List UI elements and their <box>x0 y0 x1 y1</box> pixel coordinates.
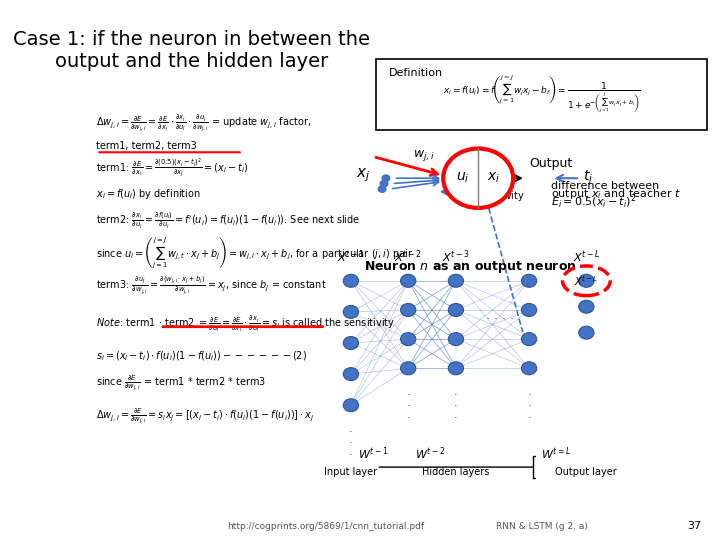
Text: RNN & LSTM (g 2. a): RNN & LSTM (g 2. a) <box>496 522 588 531</box>
Text: $s_i = (x_i - t_i) \cdot f(u_i)(1 - f(u_i))------(2)$: $s_i = (x_i - t_i) \cdot f(u_i)(1 - f(u_… <box>96 349 307 363</box>
Text: $E_i = 0.5(x_i - t_i)^2$: $E_i = 0.5(x_i - t_i)^2$ <box>552 193 636 212</box>
Text: $\Delta w_{j,i} = \frac{\partial E}{\partial w_{j,i}} = s_i x_j = [(x_i - t_i) \: $\Delta w_{j,i} = \frac{\partial E}{\par… <box>96 406 315 426</box>
Text: $x_i$: $x_i$ <box>487 171 500 185</box>
Text: Input layer: Input layer <box>324 467 377 477</box>
Text: $w_{j,i}$: $w_{j,i}$ <box>413 148 435 163</box>
Text: http://cogprints.org/5869/1/cnn_tutorial.pdf: http://cogprints.org/5869/1/cnn_tutorial… <box>227 522 424 531</box>
Text: since $u_i = \left(\sum_{j=1}^{j=J} w_{j,t} \cdot x_j + b_j\right) = w_{j,i} \cd: since $u_i = \left(\sum_{j=1}^{j=J} w_{j… <box>96 236 413 272</box>
Circle shape <box>378 186 386 192</box>
Text: $x_j$: $x_j$ <box>356 167 370 184</box>
Circle shape <box>521 303 536 316</box>
Text: $\mathit{Note}$: term1 $\cdot$ term2 $= \frac{\partial E}{\partial u_i} = \frac{: $\mathit{Note}$: term1 $\cdot$ term2 $= … <box>96 314 395 334</box>
Text: Case 1: if the neuron in between the
output and the hidden layer: Case 1: if the neuron in between the out… <box>14 30 370 71</box>
Text: ·
·
·: · · · <box>349 427 353 460</box>
Circle shape <box>521 274 536 287</box>
Circle shape <box>400 303 416 316</box>
Text: difference between: difference between <box>552 181 660 191</box>
Text: Output: Output <box>529 157 572 170</box>
Text: $W^{t-1}$: $W^{t-1}$ <box>358 446 389 462</box>
Circle shape <box>579 326 594 339</box>
Circle shape <box>579 274 594 287</box>
Text: ·
·
·: · · · <box>406 390 410 423</box>
Text: $u_i$: $u_i$ <box>456 171 469 185</box>
Circle shape <box>400 333 416 346</box>
Text: since $\frac{\partial E}{\partial w_{j,i}}$ = term1 * term2 * term3: since $\frac{\partial E}{\partial w_{j,i… <box>96 374 266 393</box>
Circle shape <box>343 368 359 381</box>
Circle shape <box>343 399 359 411</box>
Circle shape <box>400 362 416 375</box>
Text: $x_i = f(u_i)$ by definition: $x_i = f(u_i)$ by definition <box>96 187 201 201</box>
Text: term2: $\frac{\partial x_i}{\partial u_i} = \frac{\partial f(u_i)}{\partial u_i}: term2: $\frac{\partial x_i}{\partial u_i… <box>96 211 361 232</box>
Text: ·
·
·: · · · <box>454 390 458 423</box>
Text: . . . .: . . . . <box>487 308 515 322</box>
Circle shape <box>449 303 464 316</box>
Circle shape <box>521 362 536 375</box>
Text: Definition: Definition <box>389 68 444 78</box>
Circle shape <box>444 148 513 208</box>
Circle shape <box>521 333 536 346</box>
Text: term1: $\frac{\partial E}{\partial x_i} = \frac{\partial (0.5)(x_i - t_i)^2}{\pa: term1: $\frac{\partial E}{\partial x_i} … <box>96 156 249 179</box>
Circle shape <box>449 333 464 346</box>
Text: Output layer: Output layer <box>556 467 617 477</box>
Circle shape <box>382 175 390 181</box>
Text: $s_t$ = sensitivity: $s_t$ = sensitivity <box>451 188 526 202</box>
Text: $X^{t-2}$: $X^{t-2}$ <box>395 249 422 265</box>
Circle shape <box>449 362 464 375</box>
Text: ·
·
·: · · · <box>527 390 531 423</box>
Text: $X^{t-L}$: $X^{t-L}$ <box>575 274 598 288</box>
Text: $X^{t-1}$: $X^{t-1}$ <box>337 249 365 265</box>
Text: $t_j$: $t_j$ <box>583 169 593 187</box>
Text: $W^{t-2}$: $W^{t-2}$ <box>415 446 446 462</box>
Text: $x_i = f(u_i) = f\!\left(\sum_{j=1}^{j=J} w_j x_j - b_f\right) = \dfrac{1}{1+e^{: $x_i = f(u_i) = f\!\left(\sum_{j=1}^{j=J… <box>443 74 641 115</box>
FancyBboxPatch shape <box>377 59 707 130</box>
Circle shape <box>400 274 416 287</box>
Circle shape <box>343 336 359 349</box>
Text: $\Delta w_{j,i} = \frac{\partial E}{\partial w_{j,i}} = \frac{\partial E}{\parti: $\Delta w_{j,i} = \frac{\partial E}{\par… <box>96 114 312 134</box>
Text: 37: 37 <box>687 521 701 531</box>
Text: output $x_i$ and teacher $t$: output $x_i$ and teacher $t$ <box>552 186 682 200</box>
Text: Hidden layers: Hidden layers <box>422 467 490 477</box>
Circle shape <box>343 306 359 319</box>
Text: Neuron $n$ as an output neuron: Neuron $n$ as an output neuron <box>364 259 576 275</box>
Circle shape <box>343 274 359 287</box>
Circle shape <box>449 274 464 287</box>
Text: $X^{t-3}$: $X^{t-3}$ <box>442 249 469 265</box>
Text: $X^{t-L}$: $X^{t-L}$ <box>572 249 600 265</box>
Circle shape <box>380 180 388 187</box>
Text: term1, term2, term3: term1, term2, term3 <box>96 141 197 151</box>
Circle shape <box>579 300 594 313</box>
Text: $W^{t=L}$: $W^{t=L}$ <box>541 446 571 462</box>
Text: term3: $\frac{\partial u_j}{\partial w_{j,i}} = \frac{\partial (w_{j,i} \cdot x_: term3: $\frac{\partial u_j}{\partial w_{… <box>96 275 327 297</box>
